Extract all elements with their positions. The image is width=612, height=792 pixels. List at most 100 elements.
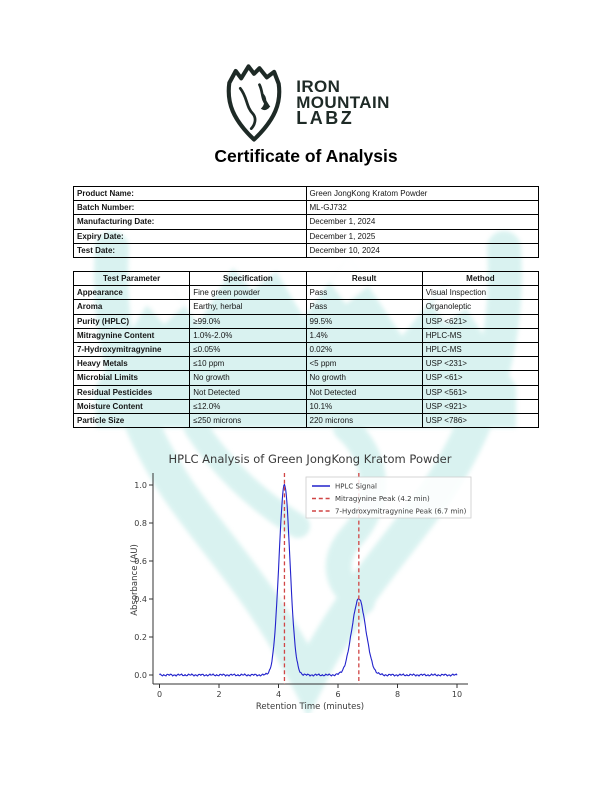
product-info-row: Manufacturing Date: December 1, 2024	[73, 214, 539, 230]
product-info-row: Batch Number: ML-GJ732	[73, 200, 539, 216]
y-tick-label: 0.4	[134, 595, 147, 604]
test-column-header: Specification	[189, 270, 307, 287]
page-title: Certificate of Analysis	[214, 146, 398, 166]
test-parameter-cell: Particle Size	[72, 412, 191, 429]
method-cell: USP <921>	[421, 398, 540, 414]
result-cell: 10.1%	[305, 398, 423, 414]
result-cell: Pass	[305, 285, 423, 301]
test-parameter-cell: Purity (HPLC)	[72, 313, 191, 329]
chart-plot-area: 0 2 4 6 8 10 0.0 0.2 0.4 0.6 0.8 1.0 HPLC Signal Mitr…	[134, 473, 472, 699]
y-tick-label: 0.2	[134, 633, 147, 642]
x-tick-label: 8	[395, 690, 400, 699]
specification-cell: Fine green powder	[189, 285, 307, 301]
test-column-header: Result	[305, 270, 423, 287]
method-cell: USP <231>	[421, 356, 540, 372]
specification-cell: ≤250 microns	[189, 412, 307, 429]
product-info-label: Expiry Date:	[73, 228, 307, 244]
method-cell: USP <561>	[421, 384, 540, 400]
product-info-row: Expiry Date: December 1, 2025	[73, 228, 539, 244]
specification-cell: ≤12.0%	[189, 398, 307, 414]
y-tick-label: 0.6	[134, 557, 147, 566]
test-results-body: Appearance Fine green powder Pass Visual In…	[72, 285, 540, 429]
x-tick-label: 6	[335, 690, 340, 699]
result-cell: <5 ppm	[305, 356, 423, 372]
test-results-header: Test Parameter Specification Result Method	[72, 270, 540, 287]
hplc-chart: HPLC Analysis of Green JongKong Kratom P…	[128, 446, 490, 723]
chart-title: HPLC Analysis of Green JongKong Kratom P…	[169, 452, 452, 466]
test-result-row: Microbial Limits No growth No growth USP <6…	[72, 370, 540, 386]
x-tick-label: 10	[452, 690, 462, 699]
iron-mountain-shield-icon	[226, 64, 282, 142]
test-result-row: Moisture Content ≤12.0% 10.1% USP <921>	[72, 398, 540, 414]
method-cell: HPLC-MS	[421, 327, 540, 343]
specification-cell: Not Detected	[189, 384, 307, 400]
specification-cell: ≤0.05%	[189, 341, 307, 358]
test-column-header: Test Parameter	[72, 270, 191, 287]
logo-line-iron: IRON	[296, 77, 341, 96]
method-cell: HPLC-MS	[421, 341, 540, 358]
test-results-table: Test Parameter Specification Result Method …	[72, 270, 540, 429]
product-info-label: Product Name:	[73, 185, 307, 202]
test-parameter-cell: Aroma	[72, 299, 191, 315]
product-info-value: December 1, 2024	[305, 214, 539, 230]
x-tick-label: 4	[276, 690, 281, 699]
test-result-row: 7-Hydroxymitragynine ≤0.05% 0.02% HPLC-MS	[72, 341, 540, 358]
result-cell: Not Detected	[305, 384, 423, 400]
product-info-value: Green JongKong Kratom Powder	[305, 185, 539, 202]
result-cell: Pass	[305, 299, 423, 315]
specification-cell: No growth	[189, 370, 307, 386]
result-cell: 1.4%	[305, 327, 423, 343]
method-cell: USP <61>	[421, 370, 540, 386]
product-info-body: Product Name: Green JongKong Kratom Powde…	[73, 185, 539, 258]
x-tick-label: 0	[157, 690, 162, 699]
logo-line-mountain: MOUNTAIN	[296, 92, 390, 112]
result-cell: 99.5%	[305, 313, 423, 329]
result-cell: 0.02%	[305, 341, 423, 358]
chart-ylabel: Absorbance (AU)	[130, 544, 140, 616]
result-cell: No growth	[305, 370, 423, 386]
y-tick-label: 0.8	[134, 519, 147, 528]
method-cell: USP <621>	[421, 313, 540, 329]
product-info-value: ML-GJ732	[305, 200, 539, 216]
chart-xlabel: Retention Time (minutes)	[256, 702, 364, 712]
test-parameter-cell: 7-Hydroxymitragynine	[72, 341, 191, 358]
logo: IRON MOUNTAIN LABZ	[0, 60, 612, 146]
test-result-row: Mitragynine Content 1.0%-2.0% 1.4% HPLC-MS	[72, 327, 540, 343]
method-cell: USP <786>	[421, 412, 540, 429]
specification-cell: ≥99.0%	[189, 313, 307, 329]
test-result-row: Particle Size ≤250 microns 220 microns USP …	[72, 412, 540, 429]
test-result-row: Purity (HPLC) ≥99.0% 99.5% USP <621>	[72, 313, 540, 329]
y-tick-label: 0.0	[134, 671, 147, 680]
specification-cell: ≤10 ppm	[189, 356, 307, 372]
specification-cell: Earthy, herbal	[189, 299, 307, 315]
y-tick-label: 1.0	[134, 481, 147, 490]
product-info-table: Product Name: Green JongKong Kratom Powde…	[73, 185, 539, 258]
test-result-row: Aroma Earthy, herbal Pass Organoleptic	[72, 299, 540, 315]
method-cell: Organoleptic	[421, 299, 540, 315]
product-info-row: Test Date: December 10, 2024	[73, 242, 539, 258]
test-parameter-cell: Residual Pesticides	[72, 384, 191, 400]
method-cell: Visual Inspection	[421, 285, 540, 301]
test-result-row: Residual Pesticides Not Detected Not Detec…	[72, 384, 540, 400]
test-parameter-cell: Moisture Content	[72, 398, 191, 414]
product-info-row: Product Name: Green JongKong Kratom Powde…	[73, 185, 539, 202]
result-cell: 220 microns	[305, 412, 423, 429]
product-info-label: Batch Number:	[73, 200, 307, 216]
specification-cell: 1.0%-2.0%	[189, 327, 307, 343]
product-info-label: Test Date:	[73, 242, 307, 258]
test-header-row: Test Parameter Specification Result Method	[72, 270, 540, 287]
test-parameter-cell: Mitragynine Content	[72, 327, 191, 343]
test-result-row: Appearance Fine green powder Pass Visual In…	[72, 285, 540, 301]
product-info-value: December 10, 2024	[305, 242, 539, 258]
product-info-value: December 1, 2025	[305, 228, 539, 244]
product-info-label: Manufacturing Date:	[73, 214, 307, 230]
test-parameter-cell: Appearance	[72, 285, 191, 301]
logo-line-labz: LABZ	[296, 108, 355, 128]
hplc-chromatogram-plot: HPLC Analysis of Green JongKong Kratom P…	[130, 452, 472, 712]
test-parameter-cell: Microbial Limits	[72, 370, 191, 386]
legend-entry-label: Mitragynine Peak (4.2 min)	[335, 495, 430, 503]
x-tick-label: 2	[216, 690, 221, 699]
logo-wordmark: IRON MOUNTAIN LABZ	[296, 77, 390, 128]
test-result-row: Heavy Metals ≤10 ppm <5 ppm USP <231>	[72, 356, 540, 372]
